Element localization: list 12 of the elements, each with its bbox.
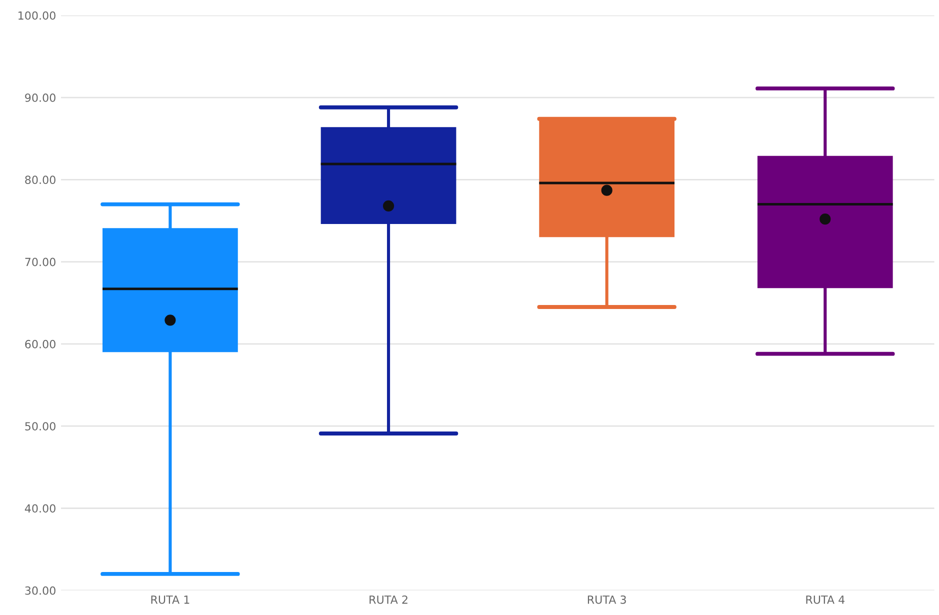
x-tick-label: RUTA 1 xyxy=(151,596,190,604)
y-tick-label: 40.00 xyxy=(24,504,56,513)
y-tick-label: 70.00 xyxy=(25,258,56,266)
y-tick-label: 30.00 xyxy=(25,586,56,595)
y-tick-label: 80.00 xyxy=(25,176,56,184)
x-tick-label: RUTA 4 xyxy=(806,596,845,604)
y-tick-label: 90.00 xyxy=(25,93,56,102)
y-tick-label: 60.00 xyxy=(25,340,56,348)
x-tick-label: RUTA 3 xyxy=(588,595,626,604)
x-tick-label: RUTA 2 xyxy=(370,595,408,604)
y-tick-label: 50.00 xyxy=(25,422,56,430)
y-tick-label: 100.00 xyxy=(18,11,56,20)
